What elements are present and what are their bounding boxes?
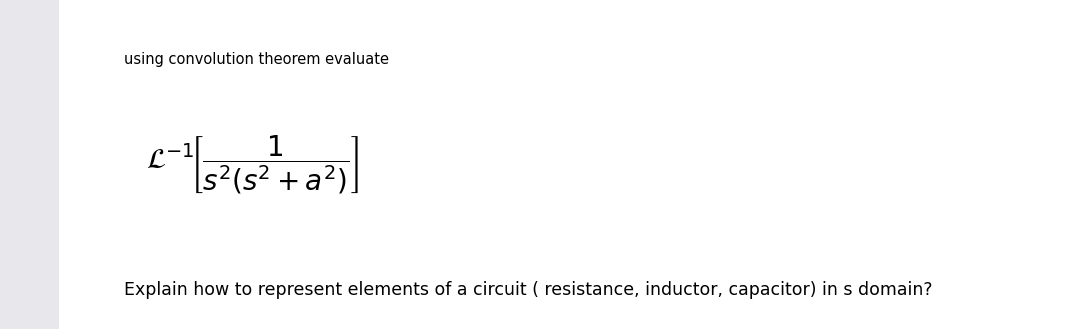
Text: using convolution theorem evaluate: using convolution theorem evaluate: [124, 52, 389, 67]
FancyBboxPatch shape: [59, 0, 1080, 329]
Text: $\mathcal{L}^{-1}\!\left[\dfrac{1}{s^2(s^2+a^2)}\right]$: $\mathcal{L}^{-1}\!\left[\dfrac{1}{s^2(s…: [146, 133, 360, 196]
Text: Explain how to represent elements of a circuit ( resistance, inductor, capacitor: Explain how to represent elements of a c…: [124, 281, 933, 298]
